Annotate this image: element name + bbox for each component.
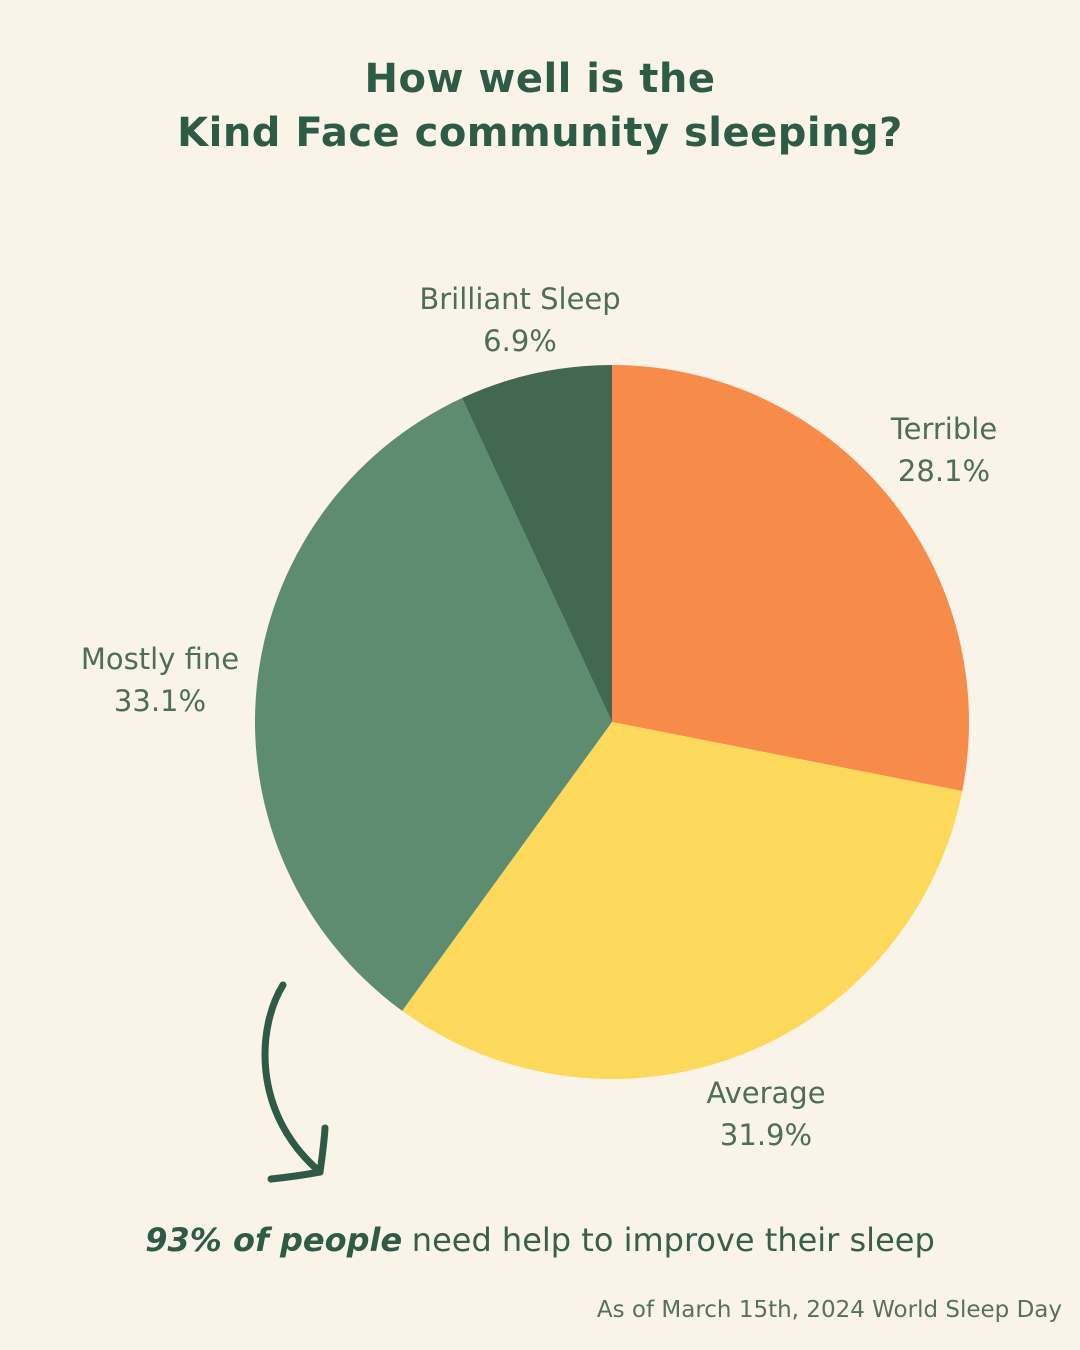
page-title-line2: Kind Face community sleeping? xyxy=(177,110,903,156)
slice-label-average: Average 31.9% xyxy=(706,1072,825,1156)
slice-value: 6.9% xyxy=(483,324,557,358)
pie-chart-svg xyxy=(255,365,969,1079)
slice-value: 28.1% xyxy=(897,454,991,488)
pie-chart xyxy=(255,365,969,1079)
page-title-line1: How well is the xyxy=(364,56,716,102)
footnote: As of March 15th, 2024 World Sleep Day xyxy=(596,1297,1062,1323)
slice-value: 31.9% xyxy=(719,1118,813,1152)
key-statement: 93% of people need help to improve their … xyxy=(0,1218,1080,1262)
pie-slice-terrible xyxy=(612,365,969,792)
slice-label-brilliant-sleep: Brilliant Sleep 6.9% xyxy=(419,278,620,362)
curved-arrow-icon xyxy=(261,981,329,1183)
slice-name: Terrible xyxy=(890,412,998,446)
slice-name: Average xyxy=(706,1076,826,1110)
slice-label-mostly-fine: Mostly fine 33.1% xyxy=(81,638,239,722)
slice-value: 33.1% xyxy=(113,684,207,718)
key-statement-rest: need help to improve their sleep xyxy=(411,1221,935,1259)
slice-label-terrible: Terrible 28.1% xyxy=(891,408,997,492)
pie-slice-brilliant-sleep xyxy=(462,365,612,722)
page-title: How well is the Kind Face community slee… xyxy=(0,52,1080,160)
pie-slice-average xyxy=(402,722,963,1079)
pie-slice-mostly-fine xyxy=(255,398,613,1011)
slice-name: Mostly fine xyxy=(80,642,240,676)
key-statement-highlight: 93% of people xyxy=(145,1221,403,1259)
slice-name: Brilliant Sleep xyxy=(419,282,621,316)
